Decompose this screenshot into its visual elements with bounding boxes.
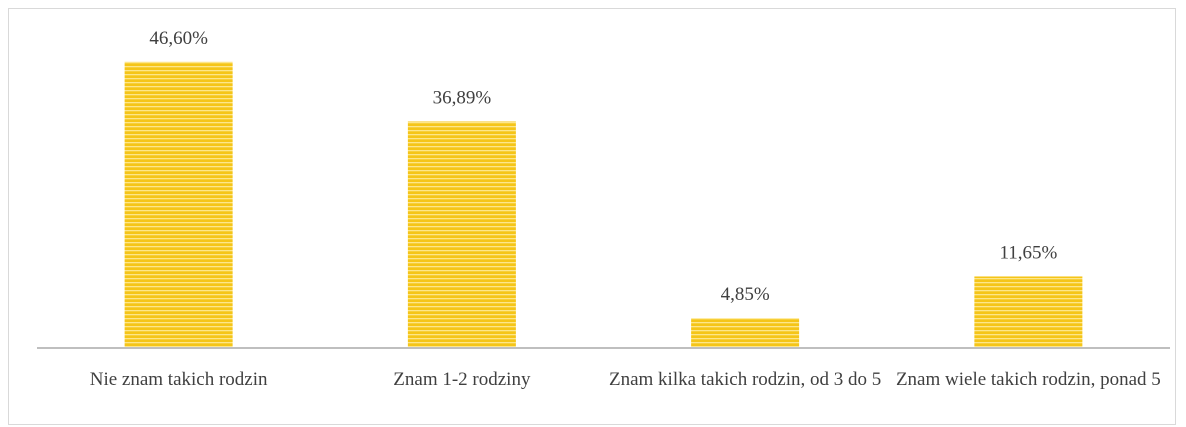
data-label: 4,85%: [721, 284, 770, 305]
chart-frame: [8, 8, 1176, 425]
bar: [974, 276, 1083, 348]
bar: [407, 121, 516, 349]
x-tick-label: Znam wiele takich rodzin, ponad 5: [895, 369, 1161, 390]
x-tick-label: Znam 1-2 rodziny: [393, 369, 531, 390]
data-label: 11,65%: [999, 242, 1057, 263]
data-label: 36,89%: [433, 87, 492, 108]
x-tick-label: Nie znam takich rodzin: [89, 369, 268, 390]
data-label: 46,60%: [149, 28, 208, 49]
bar: [691, 318, 800, 348]
x-tick-label: Znam kilka takich rodzin, od 3 do 5: [608, 369, 882, 390]
bar: [124, 61, 233, 348]
